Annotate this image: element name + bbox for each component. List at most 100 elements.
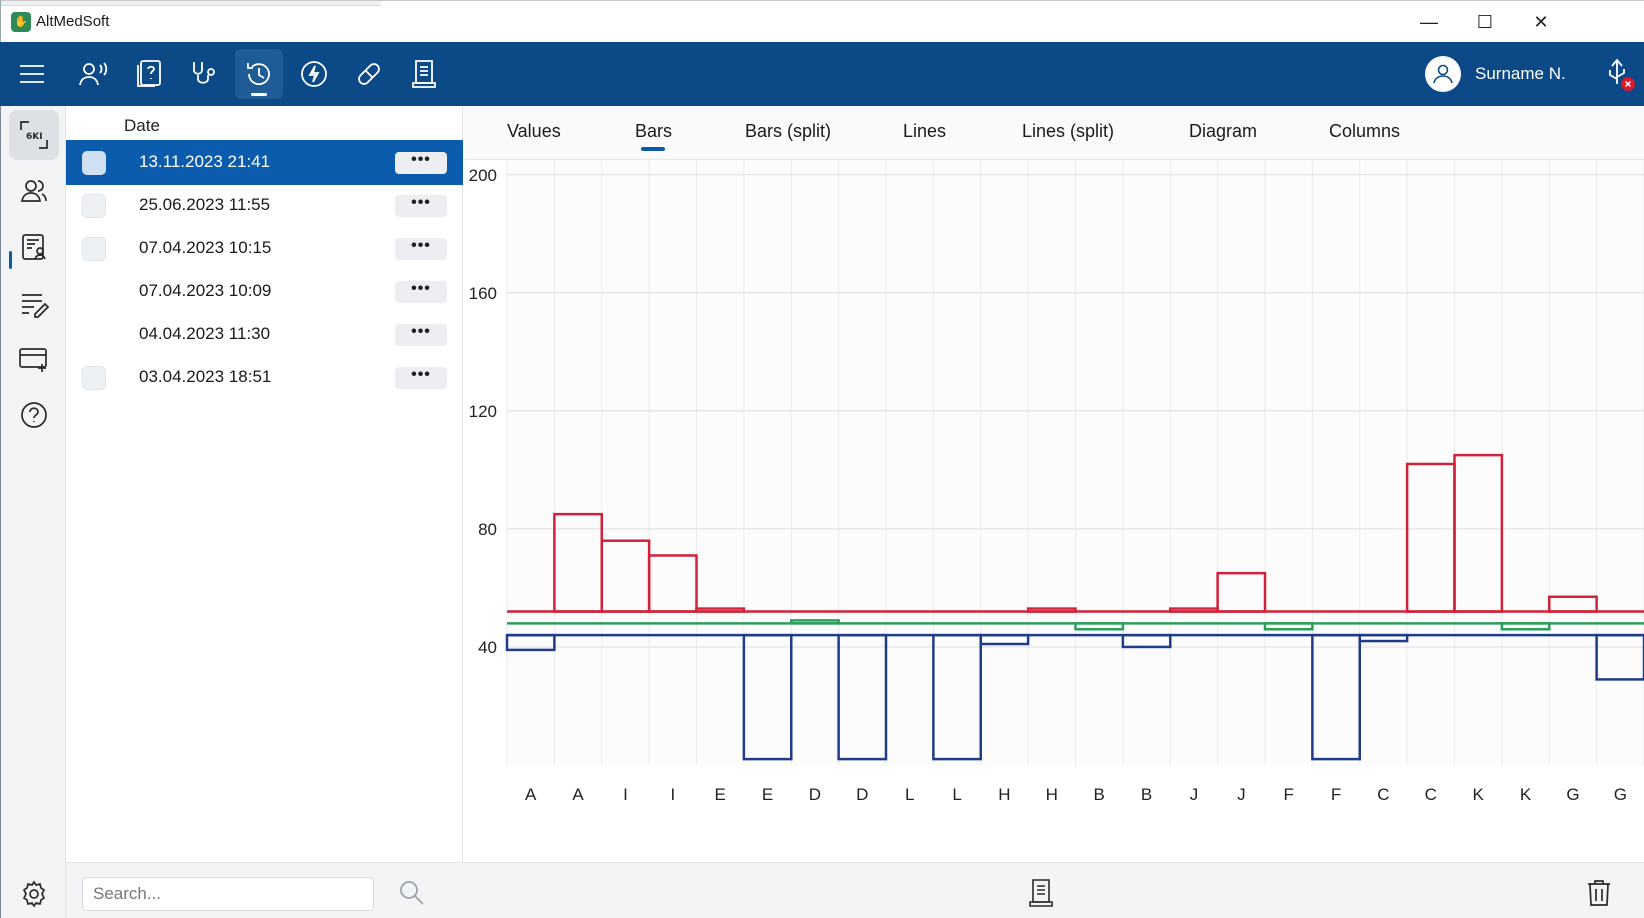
- x-tick-label: F: [1283, 785, 1293, 804]
- settings-button[interactable]: [14, 874, 54, 914]
- x-tick-label: L: [952, 785, 961, 804]
- x-tick-label: I: [670, 785, 675, 804]
- trash-icon: [1588, 880, 1610, 906]
- print-report-button[interactable]: [1021, 873, 1061, 913]
- row-more-button[interactable]: •••: [395, 367, 447, 389]
- chart-view-tabs: Values Bars Bars (split) Lines Lines (sp…: [463, 106, 1644, 160]
- questionnaire-button[interactable]: [125, 49, 173, 99]
- search-button[interactable]: [394, 875, 430, 911]
- nav-patients-button[interactable]: [9, 166, 59, 216]
- x-tick-label: C: [1425, 785, 1437, 804]
- row-checkbox[interactable]: [82, 151, 106, 175]
- row-more-button[interactable]: •••: [395, 281, 447, 303]
- list-item[interactable]: 07.04.2023 10:15 •••: [66, 226, 463, 271]
- tab-columns[interactable]: Columns: [1329, 121, 1401, 141]
- x-tick-label: H: [998, 785, 1010, 804]
- nav-vki-button[interactable]: 6KI: [9, 110, 59, 160]
- list-item[interactable]: 07.04.2023 10:09 •••: [66, 269, 463, 314]
- date-list-panel: Date 13.11.2023 21:41 ••• 25.06.2023 11:55…: [66, 106, 463, 862]
- x-tick-label: B: [1094, 785, 1105, 804]
- row-date: 07.04.2023 10:15: [139, 238, 272, 257]
- lightning-button[interactable]: [290, 49, 338, 99]
- app-title: AltMedSoft: [36, 13, 110, 30]
- x-tick-label: I: [623, 785, 628, 804]
- stethoscope-icon: [193, 62, 215, 84]
- delete-button[interactable]: [1579, 873, 1619, 913]
- tab-bars[interactable]: Bars: [635, 121, 673, 141]
- nav-card-add-button[interactable]: [9, 334, 59, 384]
- row-more-button[interactable]: •••: [395, 324, 447, 346]
- tab-lines[interactable]: Lines: [903, 121, 947, 141]
- x-tick-label: G: [1566, 785, 1579, 804]
- nav-notes-button[interactable]: [9, 278, 59, 328]
- patients-icon: [20, 180, 47, 202]
- row-date: 04.04.2023 11:30: [139, 324, 271, 343]
- close-button[interactable]: ✕: [1533, 12, 1549, 32]
- history-button[interactable]: [235, 49, 283, 99]
- nav-records-button[interactable]: [9, 222, 59, 272]
- svg-text:6KI: 6KI: [26, 132, 43, 142]
- row-checkbox[interactable]: [82, 194, 106, 218]
- report-button[interactable]: [400, 49, 448, 99]
- bottom-bar: [66, 862, 1644, 918]
- stethoscope-button[interactable]: [180, 49, 228, 99]
- report-icon: [1029, 879, 1053, 907]
- questionnaire-icon: [137, 60, 161, 87]
- app-logo-icon: ✋: [11, 12, 31, 32]
- x-tick-label: D: [856, 785, 868, 804]
- nav-help-button[interactable]: [9, 390, 59, 440]
- row-more-button[interactable]: •••: [395, 152, 447, 174]
- main-toolbar: Surname N.: [0, 42, 1644, 106]
- list-item[interactable]: 25.06.2023 11:55 •••: [66, 183, 463, 228]
- x-tick-label: A: [572, 785, 584, 804]
- patient-voice-icon: [79, 62, 108, 86]
- row-date: 07.04.2023 10:09: [139, 281, 272, 300]
- y-tick-label: 80: [478, 520, 497, 539]
- x-tick-label: A: [525, 785, 537, 804]
- row-more-button[interactable]: •••: [395, 195, 447, 217]
- minimize-button[interactable]: —: [1420, 12, 1438, 32]
- y-tick-label: 40: [478, 638, 497, 657]
- list-item[interactable]: 13.11.2023 21:41 •••: [66, 140, 463, 185]
- tab-values[interactable]: Values: [507, 121, 561, 141]
- user-menu[interactable]: Surname N.: [1425, 53, 1566, 95]
- patient-voice-button[interactable]: [70, 49, 118, 99]
- y-tick-label: 160: [469, 284, 497, 303]
- report-icon: [412, 60, 436, 88]
- user-name: Surname N.: [1475, 64, 1566, 83]
- y-tick-label: 120: [469, 402, 497, 421]
- bars-chart: 40 80 120 160 200 A A I I E E D D L L H H B B J J F F C C K K G G: [469, 160, 1644, 804]
- avatar: [1425, 56, 1461, 92]
- list-item[interactable]: 04.04.2023 11:30 •••: [66, 312, 463, 357]
- history-icon: [247, 63, 270, 86]
- records-icon: [22, 234, 46, 260]
- x-tick-label: K: [1473, 785, 1485, 804]
- usb-disconnected-icon: [1609, 58, 1635, 91]
- title-bar: ✋ AltMedSoft — ☐ ✕: [0, 0, 1644, 42]
- pill-icon: [358, 63, 380, 85]
- usb-device-button[interactable]: [1600, 54, 1640, 94]
- nav-active-indicator: [9, 251, 12, 269]
- active-tab-indicator: [641, 147, 665, 151]
- row-more-button[interactable]: •••: [395, 238, 447, 260]
- row-checkbox[interactable]: [82, 237, 106, 261]
- tab-bars-split[interactable]: Bars (split): [745, 121, 832, 141]
- x-tick-label: J: [1237, 785, 1246, 804]
- x-tick-label: F: [1331, 785, 1341, 804]
- search-input[interactable]: [82, 877, 374, 911]
- menu-button[interactable]: [8, 49, 56, 99]
- x-tick-label: J: [1190, 785, 1199, 804]
- tab-lines-split[interactable]: Lines (split): [1022, 121, 1115, 141]
- left-navigation: 6KI: [0, 106, 66, 918]
- row-date: 25.06.2023 11:55: [139, 195, 271, 214]
- gear-icon: [22, 880, 46, 908]
- pill-button[interactable]: [345, 49, 393, 99]
- x-tick-label: E: [762, 785, 773, 804]
- maximize-button[interactable]: ☐: [1476, 12, 1494, 32]
- row-date: 03.04.2023 18:51: [139, 367, 272, 386]
- chart-panel: Values Bars Bars (split) Lines Lines (sp…: [463, 106, 1644, 862]
- row-checkbox[interactable]: [82, 366, 106, 390]
- list-item[interactable]: 03.04.2023 18:51 •••: [66, 355, 463, 400]
- tab-diagram[interactable]: Diagram: [1189, 121, 1258, 141]
